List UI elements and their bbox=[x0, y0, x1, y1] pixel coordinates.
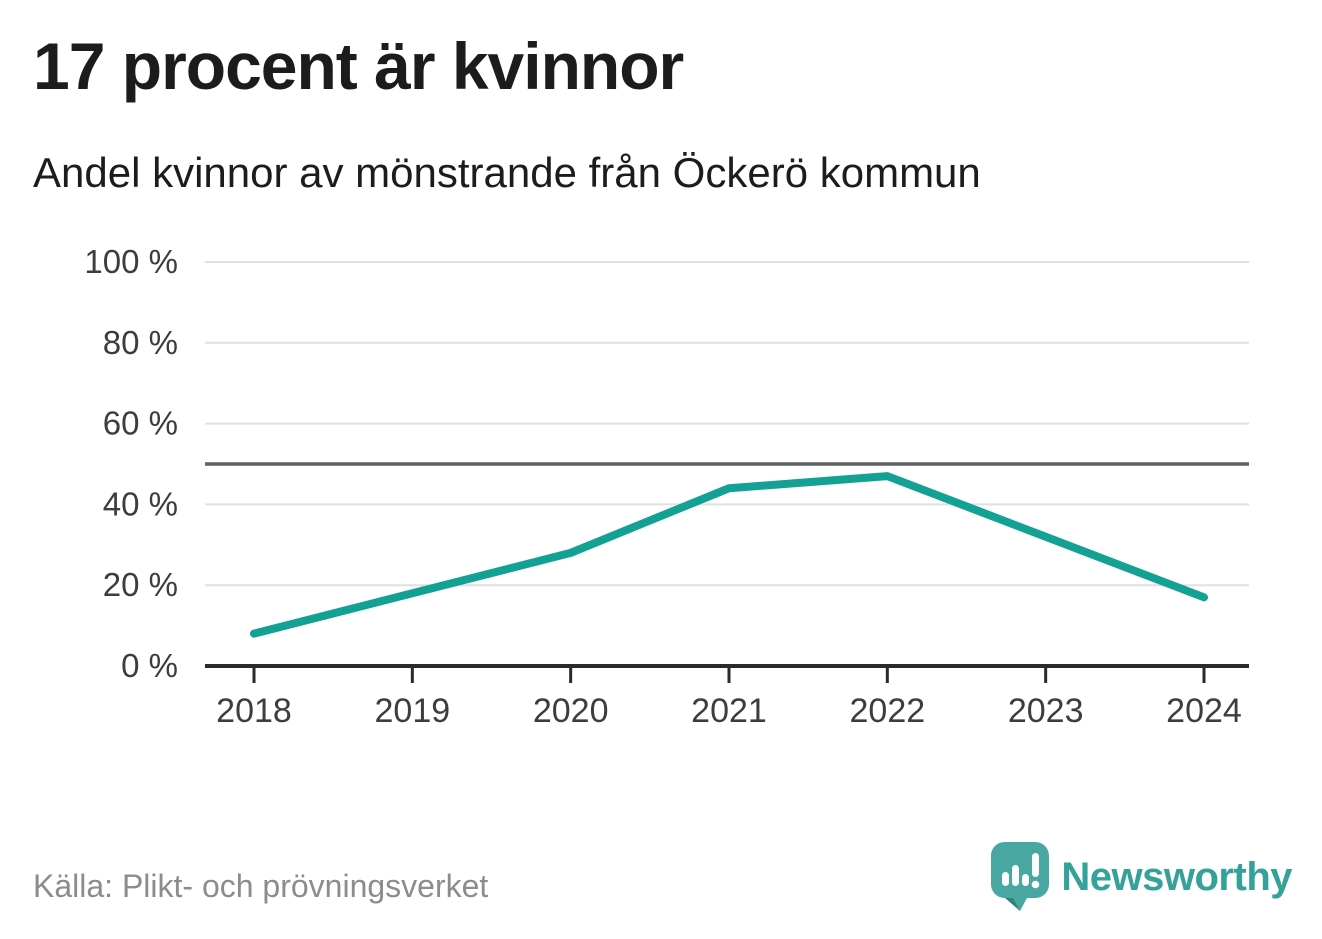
x-axis-tick-label: 2024 bbox=[1166, 692, 1242, 730]
y-axis-tick-label: 60 % bbox=[103, 405, 178, 442]
brand-name: Newsworthy bbox=[1061, 854, 1292, 899]
x-axis-tick-label: 2018 bbox=[216, 692, 292, 730]
y-axis-tick-label: 0 % bbox=[121, 647, 178, 684]
chart-title: 17 procent är kvinnor bbox=[33, 29, 684, 103]
x-axis-tick-label: 2021 bbox=[691, 692, 767, 730]
y-axis-tick-label: 20 % bbox=[103, 566, 178, 603]
brand-logo: Newsworthy bbox=[991, 842, 1292, 912]
source-note: Källa: Plikt- och prövningsverket bbox=[33, 868, 489, 904]
y-axis-tick-label: 80 % bbox=[103, 324, 178, 361]
x-axis-tick-label: 2022 bbox=[850, 692, 926, 730]
newsworthy-logo-icon bbox=[991, 842, 1050, 911]
x-axis-tick-label: 2019 bbox=[375, 692, 451, 730]
y-axis-tick-label: 100 % bbox=[84, 243, 178, 280]
chart-subtitle: Andel kvinnor av mönstrande från Öckerö … bbox=[33, 149, 981, 196]
line-chart: 0 % 20 % 40 % 60 % 80 % 100 % 2018 2019 2020 2021… bbox=[84, 243, 1249, 730]
data-line-andel-kvinnor-av-mönstrande bbox=[250, 472, 1208, 638]
y-axis-tick-label: 40 % bbox=[103, 485, 178, 522]
x-axis-tick-label: 2020 bbox=[533, 692, 609, 730]
x-axis-tick-label: 2023 bbox=[1008, 692, 1084, 730]
logo-bars bbox=[1002, 853, 1040, 889]
